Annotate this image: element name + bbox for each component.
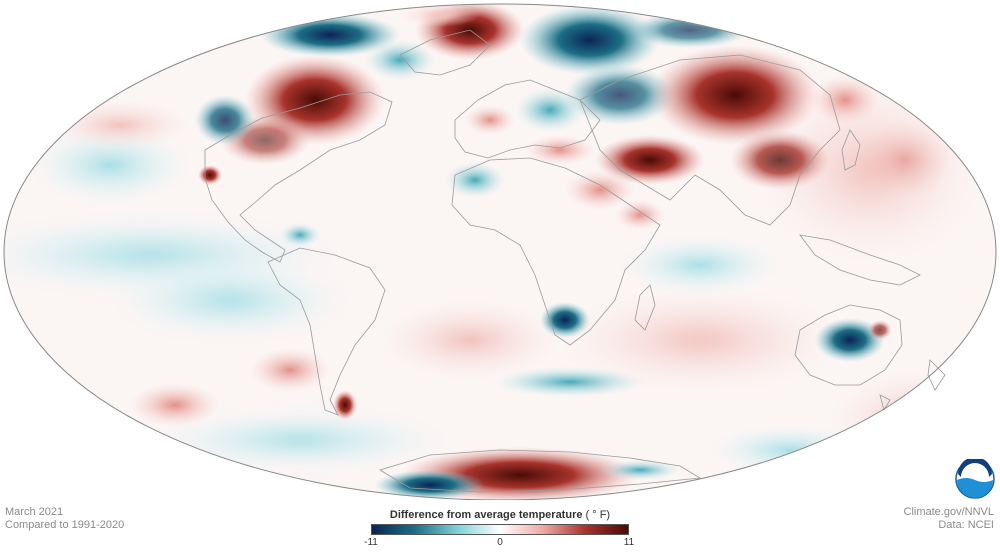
color-legend: Difference from average temperature ( ° … xyxy=(360,509,640,553)
credits: Climate.gov/NNVL Data: NCEI xyxy=(904,506,994,532)
legend-min-label: -11 xyxy=(364,537,378,548)
map-date: March 2021 xyxy=(5,506,64,518)
legend-title-text: Difference from average temperature xyxy=(389,509,583,521)
legend-color-bar xyxy=(371,524,629,535)
coastlines xyxy=(204,29,946,493)
globe-outline xyxy=(3,3,997,500)
world-temperature-map xyxy=(3,3,997,500)
anomaly-field xyxy=(4,4,996,500)
legend-max-label: 11 xyxy=(623,537,635,548)
noaa-logo-text: NOAA xyxy=(966,471,984,477)
legend-mid-label: 0 xyxy=(497,537,503,548)
noaa-logo-icon: NOAA xyxy=(955,459,995,499)
baseline-period: Compared to 1991-2020 xyxy=(5,519,125,531)
data-source: Data: NCEI xyxy=(938,519,994,531)
legend-title: Difference from average temperature ( ° … xyxy=(360,509,640,521)
site-credit: Climate.gov/NNVL xyxy=(903,506,994,518)
map-metadata: March 2021 Compared to 1991-2020 xyxy=(5,506,124,532)
legend-unit: ( ° F) xyxy=(585,509,611,521)
